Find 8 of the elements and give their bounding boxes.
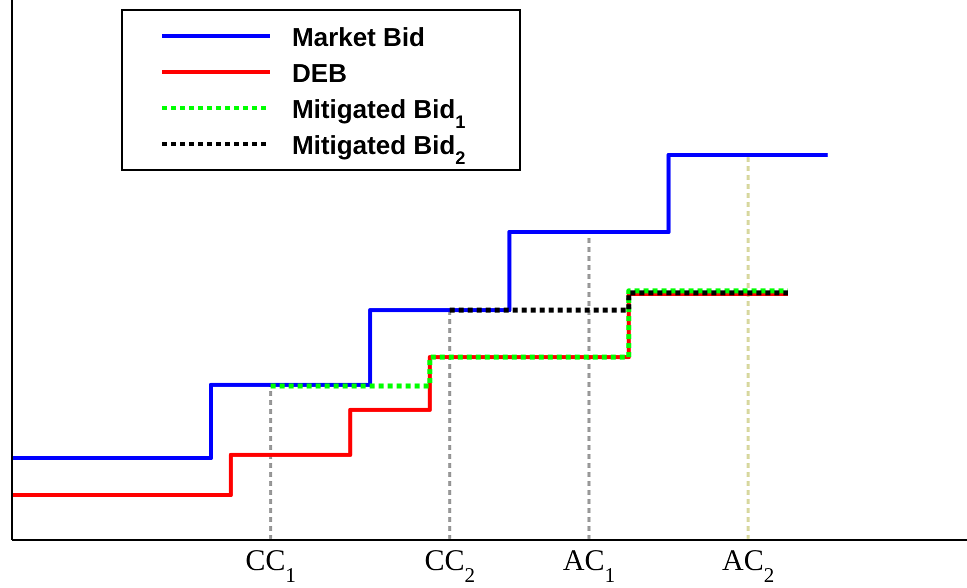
x-tick-label: AC$_{1}$	[562, 544, 616, 587]
x-tick-label: CC$_{1}$	[245, 544, 296, 587]
x-tick-label: AC$_{2}$	[722, 544, 774, 587]
x-tick-label: CC$_{2}$	[424, 544, 475, 587]
legend-label: Market Bid	[292, 22, 425, 52]
legend-label: Mitigated Bid$_{1}$	[292, 94, 466, 132]
legend-label: DEB	[292, 58, 347, 88]
legend-label: Mitigated Bid$_{2}$	[292, 130, 466, 168]
